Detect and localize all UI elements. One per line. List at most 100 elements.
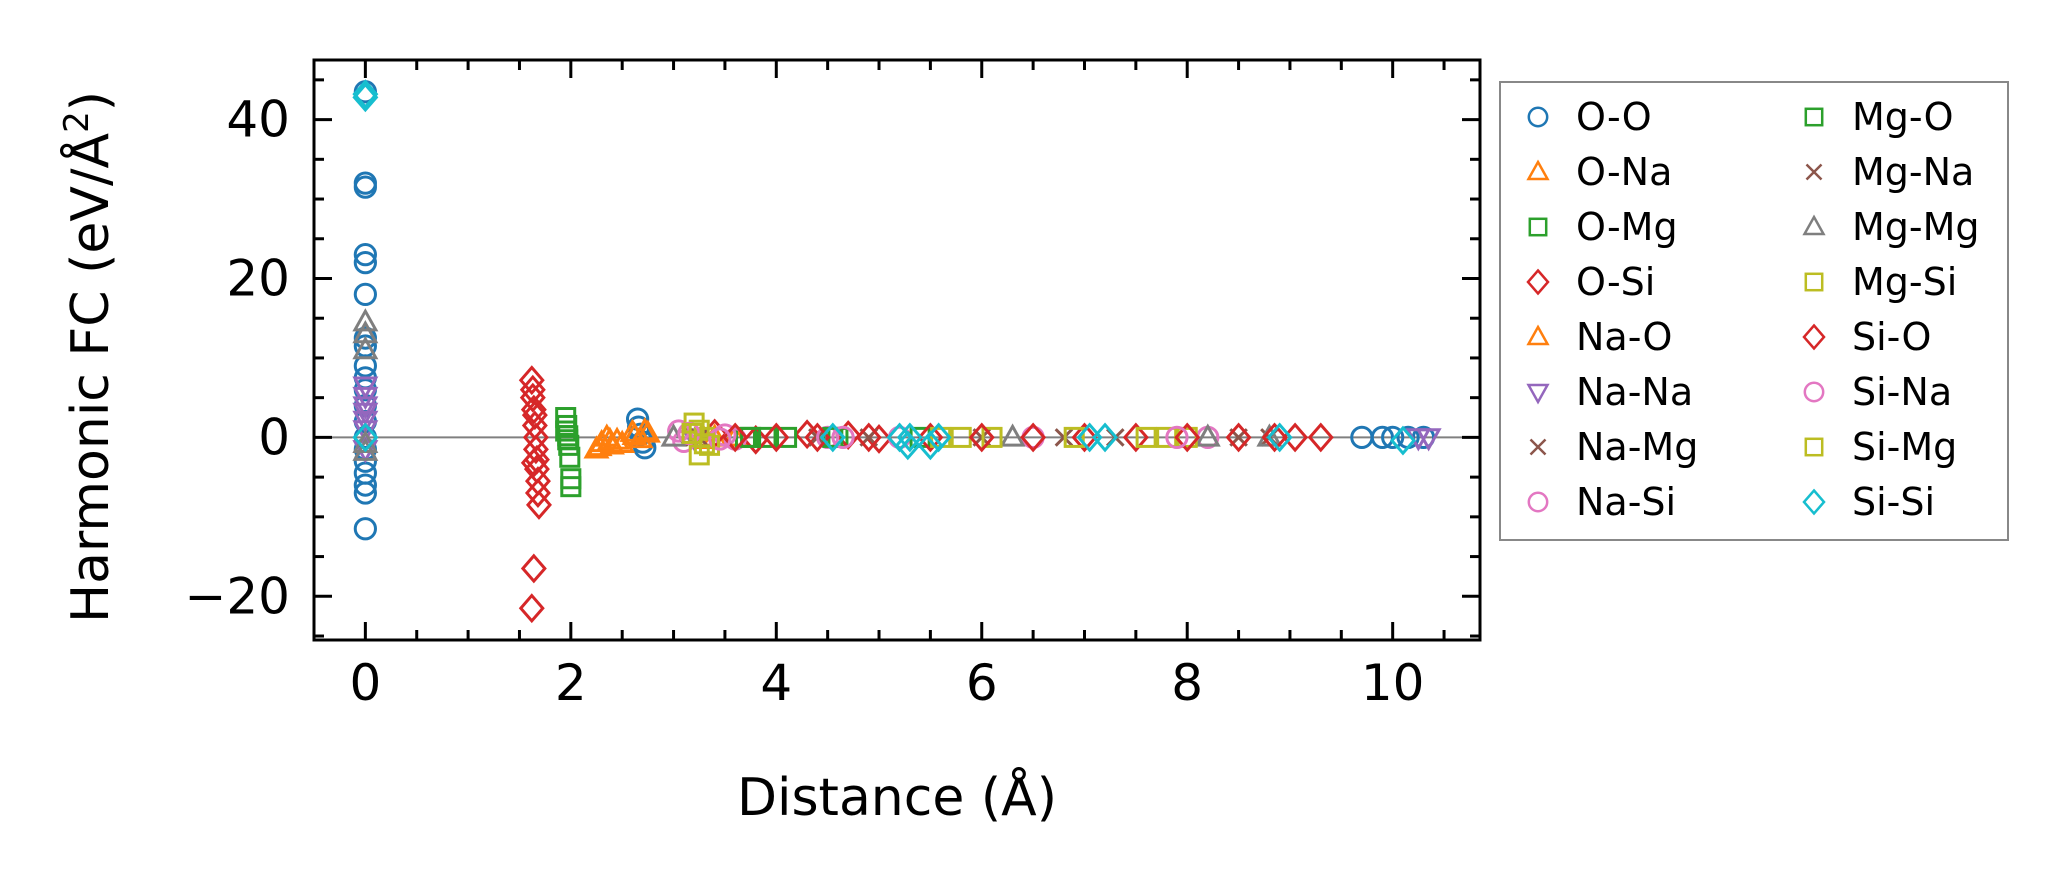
data-point — [981, 426, 1003, 448]
legend-marker — [1802, 323, 1826, 351]
legend-label: O-Na — [1576, 150, 1672, 194]
legend-item: Si-Si — [1802, 480, 1935, 524]
y-tick-label: −20 — [184, 567, 290, 625]
data-point — [755, 426, 777, 448]
data-point — [896, 422, 923, 453]
data-point — [520, 394, 547, 425]
legend-marker — [1527, 106, 1549, 128]
data-point — [917, 430, 944, 461]
legend-item: Na-Na — [1526, 370, 1693, 414]
data-point — [708, 427, 732, 451]
legend-marker — [1802, 214, 1826, 236]
data-point — [855, 422, 882, 453]
data-point — [1135, 426, 1157, 448]
legend-marker — [1528, 217, 1548, 237]
data-point — [352, 396, 379, 420]
legend-item: Mg-Si — [1804, 260, 1957, 304]
legend-label: Si-Mg — [1852, 425, 1957, 469]
x-tick-label: 4 — [760, 654, 792, 712]
data-point — [1389, 425, 1416, 456]
legend-label: Si-O — [1852, 315, 1931, 359]
data-point — [831, 425, 855, 450]
data-point — [776, 426, 798, 448]
data-point — [742, 424, 769, 455]
legend-marker — [1526, 159, 1550, 181]
data-point — [352, 79, 379, 110]
data-point — [524, 478, 551, 508]
legend-item: Mg-O — [1804, 95, 1954, 139]
x-tick-label: 6 — [966, 654, 998, 712]
legend-marker — [1804, 437, 1824, 457]
data-point — [560, 476, 582, 498]
data-point — [353, 250, 377, 275]
data-point — [522, 434, 549, 465]
legend-label: Na-Mg — [1576, 425, 1698, 469]
data-point — [631, 416, 658, 441]
legend-marker — [1804, 107, 1824, 127]
data-point — [525, 489, 552, 520]
tick-labels: 0 2 4 6 8 10 −20 0 20 40 — [184, 91, 1424, 712]
data-point — [1225, 422, 1252, 453]
y-axis-label-close: ) — [61, 91, 121, 111]
x-tick-label: 10 — [1361, 654, 1425, 712]
legend-marker — [1529, 438, 1547, 456]
y-tick-label: 0 — [258, 408, 290, 466]
legend-label: Mg-Na — [1852, 150, 1974, 194]
legend-item: Si-Mg — [1804, 425, 1957, 469]
data-point — [1063, 426, 1085, 448]
data-point — [353, 517, 377, 541]
legend-label: Mg-Si — [1852, 260, 1957, 304]
legend-marker — [1526, 324, 1550, 346]
data-point — [634, 419, 661, 443]
data-point — [353, 282, 377, 307]
data-point — [352, 82, 379, 113]
data-point — [740, 426, 762, 448]
data-point — [353, 481, 377, 505]
data-point — [353, 354, 377, 378]
data-point — [520, 447, 547, 478]
legend-marker — [1802, 488, 1826, 516]
data-point — [1415, 428, 1442, 452]
data-point — [693, 433, 715, 455]
legend-label: O-Mg — [1576, 205, 1678, 249]
data-point — [1370, 425, 1395, 450]
data-point — [819, 422, 846, 453]
data-point — [1381, 425, 1405, 450]
data-point — [1165, 425, 1189, 450]
data-points — [352, 79, 1442, 624]
data-point — [518, 365, 545, 396]
legend-item: Mg-Na — [1805, 150, 1974, 194]
data-point — [925, 422, 952, 453]
legend-label: Mg-O — [1852, 95, 1954, 139]
legend-item: O-Si — [1526, 260, 1655, 304]
x-tick-label: 2 — [555, 654, 587, 712]
data-point — [559, 446, 581, 468]
y-tick-label: 40 — [226, 91, 290, 149]
x-axis-label: Distance (Å) — [737, 766, 1057, 828]
legend: O-O O-Na O-Mg O-Si Na-O Na-Na Na-Mg Na-Si Mg-O Mg… — [1499, 81, 2009, 541]
data-point — [519, 374, 546, 405]
legend-item: O-O — [1527, 95, 1652, 139]
data-point — [353, 175, 377, 199]
legend-item: O-Na — [1526, 150, 1672, 194]
legend-marker — [1526, 268, 1550, 296]
data-point — [353, 243, 377, 267]
data-point — [353, 461, 377, 485]
legend-label: O-Si — [1576, 260, 1655, 304]
legend-item: Na-Mg — [1529, 425, 1698, 469]
legend-marker — [1804, 272, 1824, 292]
data-point — [352, 422, 379, 453]
data-point — [1020, 422, 1047, 453]
legend-item: O-Mg — [1528, 205, 1678, 249]
legend-label: Na-Si — [1576, 480, 1676, 524]
legend-item: Mg-Mg — [1802, 205, 1980, 249]
legend-item: Na-Si — [1527, 480, 1676, 524]
data-point — [352, 308, 379, 332]
y-axis-label: Harmonic FC (eV/Å2) — [57, 91, 121, 623]
axes-frame — [312, 58, 1482, 642]
data-point — [1174, 422, 1201, 453]
legend-item: Si-O — [1802, 315, 1931, 359]
data-point — [1261, 422, 1288, 453]
legend-label: Na-O — [1576, 315, 1672, 359]
